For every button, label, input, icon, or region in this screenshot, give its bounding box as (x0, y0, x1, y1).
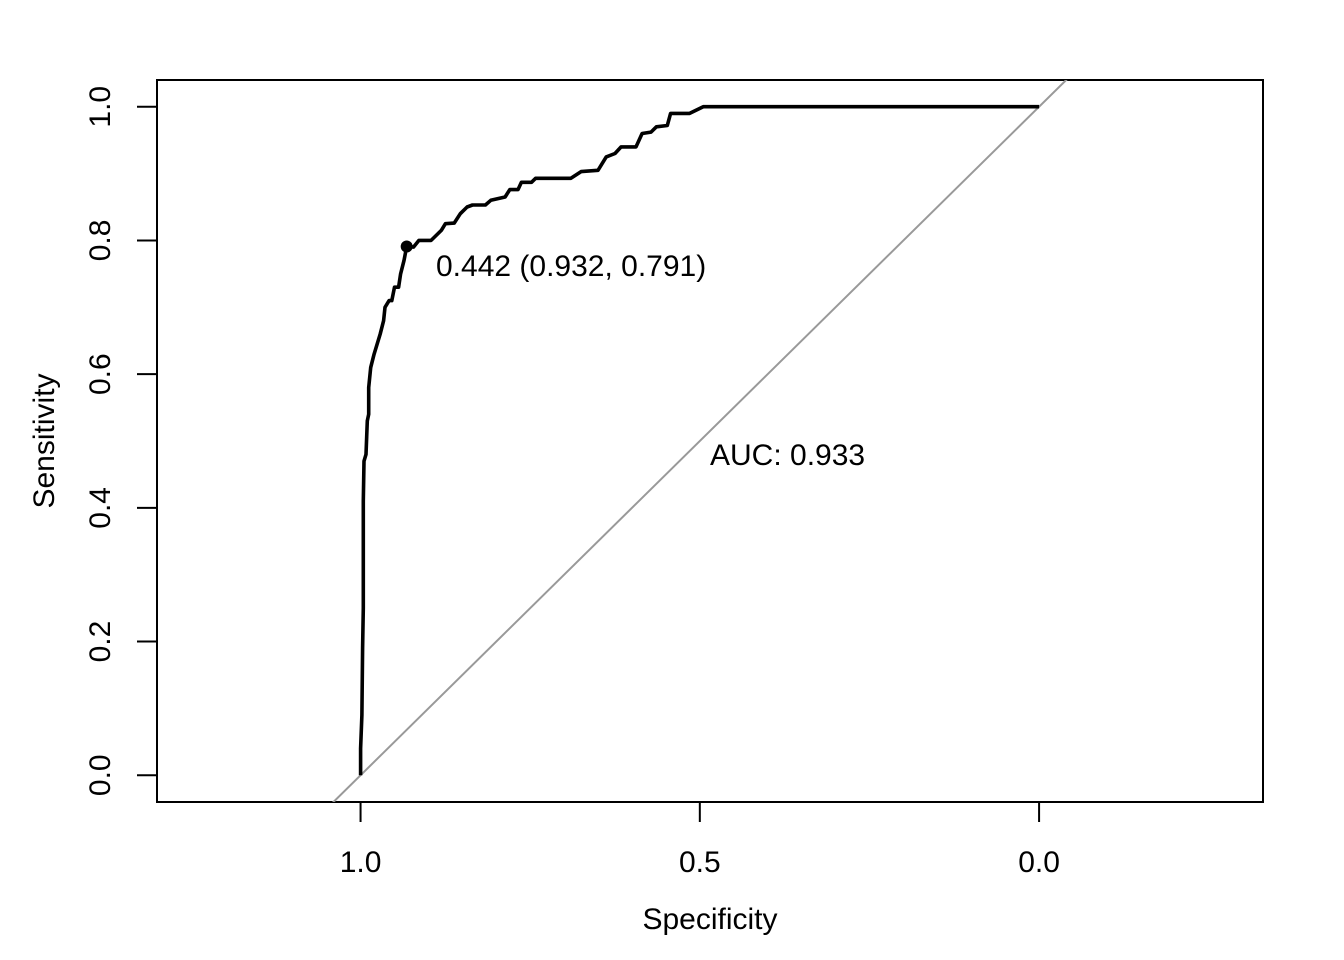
x-tick-label: 0.5 (679, 846, 721, 879)
auc-label: AUC: 0.933 (710, 439, 865, 472)
y-axis: 0.0 0.2 0.4 0.6 0.8 1.0 (84, 86, 158, 796)
x-tick-label: 0.0 (1018, 846, 1060, 879)
y-tick-label: 1.0 (84, 86, 117, 128)
y-tick-label: 0.8 (84, 220, 117, 262)
best-threshold-label: 0.442 (0.932, 0.791) (436, 250, 706, 283)
y-tick-label: 0.0 (84, 754, 117, 796)
y-axis-title: Sensitivity (28, 373, 61, 508)
best-threshold-point (400, 240, 413, 253)
reference-diagonal-line (331, 80, 1068, 802)
x-tick-label: 1.0 (340, 846, 382, 879)
x-axis: 1.0 0.5 0.0 (340, 801, 1060, 879)
y-tick-label: 0.4 (84, 487, 117, 529)
y-tick-label: 0.2 (84, 621, 117, 663)
x-axis-title: Specificity (642, 903, 777, 936)
roc-curve-line (358, 104, 1040, 776)
y-tick-label: 0.6 (84, 353, 117, 395)
